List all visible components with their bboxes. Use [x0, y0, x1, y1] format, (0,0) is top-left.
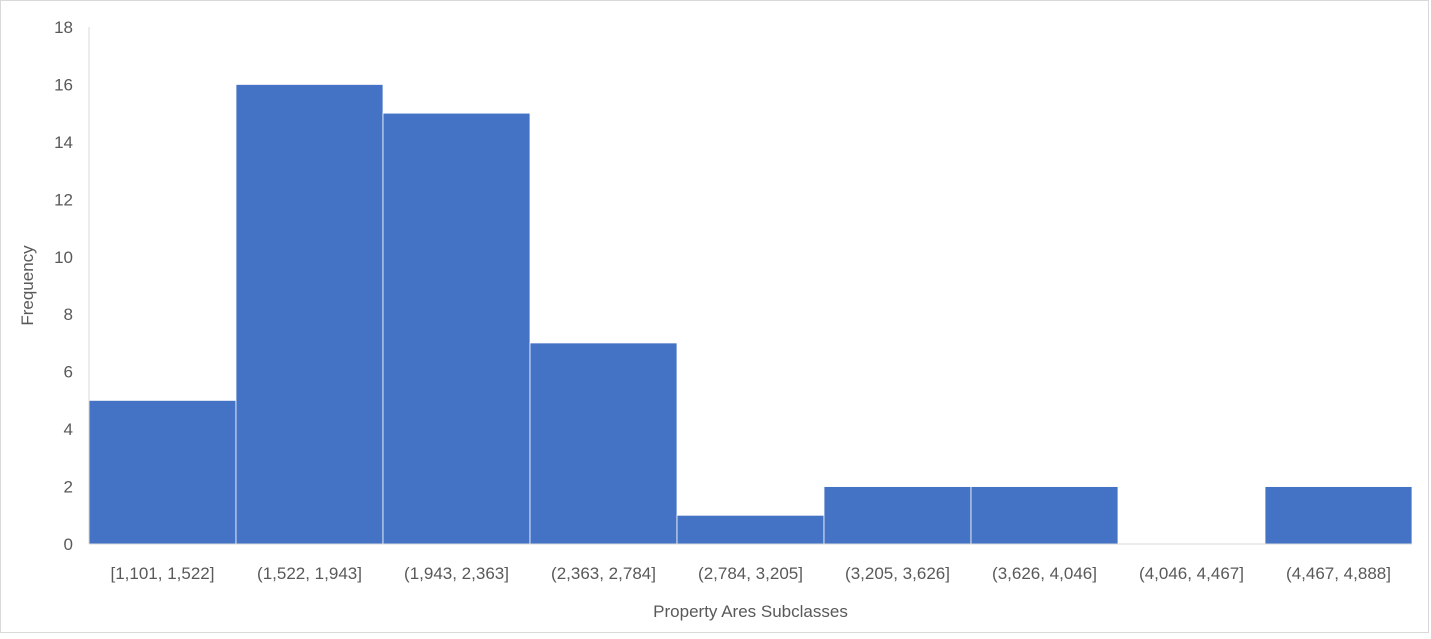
x-tick-label-0: [1,101, 1,522] [111, 564, 215, 583]
y-tick-label-2: 4 [64, 420, 73, 439]
bar-6 [970, 486, 1119, 545]
x-tick-label-7: (4,046, 4,467] [1139, 564, 1244, 583]
y-tick-label-3: 6 [64, 363, 73, 382]
y-tick-label-1: 2 [64, 478, 73, 497]
x-tick-label-1: (1,522, 1,943] [257, 564, 362, 583]
y-tick-labels: 0 2 4 6 8 10 12 14 16 18 [54, 18, 73, 554]
y-axis-title: Frequency [18, 245, 37, 326]
x-axis-title: Property Ares Subclasses [653, 602, 848, 621]
x-tick-label-2: (1,943, 2,363] [404, 564, 509, 583]
y-tick-label-4: 8 [64, 305, 73, 324]
y-tick-label-6: 12 [54, 190, 73, 209]
x-tick-label-6: (3,626, 4,046] [992, 564, 1097, 583]
bar-0 [88, 399, 237, 545]
x-tick-labels: [1,101, 1,522] (1,522, 1,943] (1,943, 2,36… [111, 564, 1391, 583]
bar-3 [529, 342, 678, 545]
x-tick-label-8: (4,467, 4,888] [1286, 564, 1391, 583]
x-tick-label-3: (2,363, 2,784] [551, 564, 656, 583]
bar-2 [382, 112, 531, 545]
y-tick-label-7: 14 [54, 133, 73, 152]
y-tick-label-8: 16 [54, 75, 73, 94]
bar-8 [1264, 486, 1413, 545]
y-tick-label-5: 10 [54, 248, 73, 267]
x-tick-label-5: (3,205, 3,626] [845, 564, 950, 583]
bar-5 [823, 486, 972, 545]
y-tick-label-0: 0 [64, 535, 73, 554]
bar-4 [676, 514, 825, 545]
x-tick-label-4: (2,784, 3,205] [698, 564, 803, 583]
bars-group [88, 84, 1413, 545]
bar-1 [235, 84, 384, 545]
y-tick-label-9: 18 [54, 18, 73, 37]
